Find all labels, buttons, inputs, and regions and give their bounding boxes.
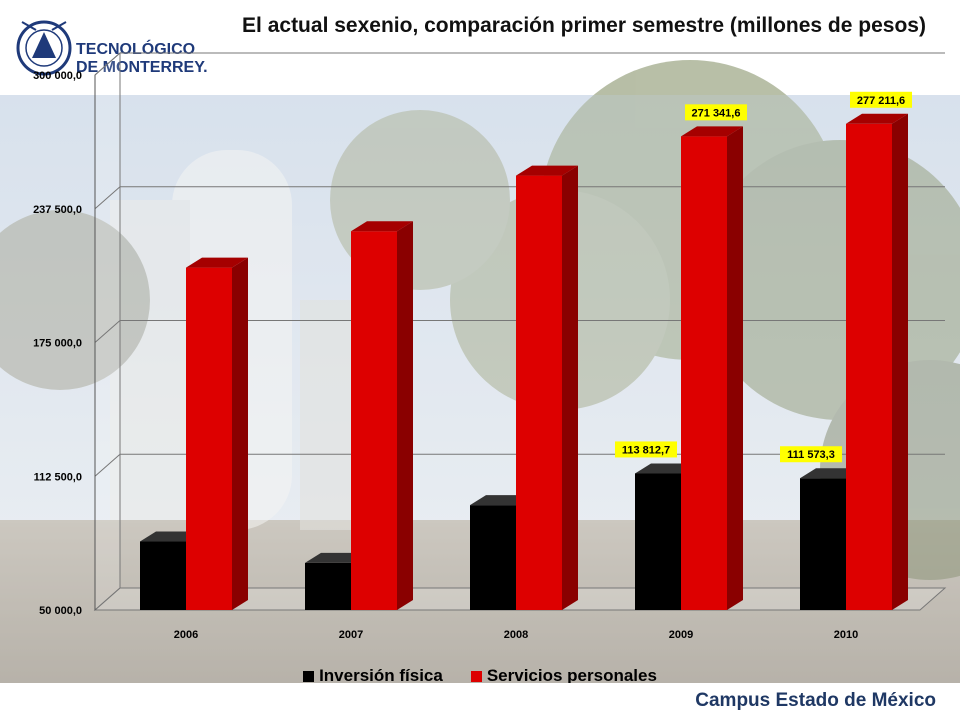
bar-servicios-personales xyxy=(681,136,727,610)
chart-title: El actual sexenio, comparación primer se… xyxy=(242,14,926,37)
gridline-side xyxy=(94,186,121,210)
x-tick-label: 2010 xyxy=(834,629,858,641)
data-label: 113 812,7 xyxy=(622,444,670,456)
bar-side xyxy=(727,126,743,610)
x-tick-label: 2008 xyxy=(504,629,528,641)
campus-name: Campus Estado de México xyxy=(695,690,936,711)
legend-swatch-series1 xyxy=(303,670,315,682)
bar-inversion-fisica xyxy=(800,478,846,610)
legend-swatch-series2 xyxy=(470,670,482,682)
bar-servicios-personales xyxy=(516,175,562,610)
gridline-side xyxy=(94,52,121,76)
data-label: 271 341,6 xyxy=(692,107,741,119)
gridline-side xyxy=(94,320,121,343)
data-label: 111 573,3 xyxy=(787,449,835,461)
bar-servicios-personales xyxy=(186,267,232,610)
bar-side xyxy=(232,257,248,610)
data-label-bg xyxy=(615,441,677,458)
bar-servicios-personales xyxy=(351,231,397,610)
bar-top xyxy=(846,113,908,124)
x-tick-label: 2007 xyxy=(339,629,363,641)
bar-inversion-fisica xyxy=(305,562,351,610)
x-tick-label: 2006 xyxy=(174,629,198,641)
y-tick-label: 175 000,0 xyxy=(33,338,82,350)
y-tick-label: 50 000,0 xyxy=(39,605,82,617)
bar-side xyxy=(562,165,578,610)
x-tick-label: 2009 xyxy=(669,629,693,641)
legend-item-series1: Inversión física xyxy=(303,666,443,686)
bar-top xyxy=(516,165,578,176)
chart-legend: Inversión física Servicios personales xyxy=(0,666,960,686)
bar-side xyxy=(397,221,413,610)
gridline-side xyxy=(94,453,121,477)
bar-top xyxy=(351,221,413,232)
y-tick-label: 112 500,0 xyxy=(34,471,82,483)
bar-top xyxy=(186,257,248,268)
data-label: 277 211,6 xyxy=(857,95,905,107)
bar-top xyxy=(681,126,743,137)
data-label-bg xyxy=(850,91,912,108)
data-label-bg xyxy=(780,446,842,463)
data-label-bg xyxy=(685,104,747,121)
y-tick-label: 237 500,0 xyxy=(33,204,82,216)
y-tick-label: 300 000,0 xyxy=(33,70,82,82)
legend-label-series1: Inversión física xyxy=(319,666,443,685)
footer-band xyxy=(0,683,960,720)
bar-inversion-fisica xyxy=(470,505,516,610)
legend-item-series2: Servicios personales xyxy=(470,666,657,686)
bar-side xyxy=(892,113,908,610)
bar-inversion-fisica xyxy=(635,473,681,610)
bar-servicios-personales xyxy=(846,123,892,610)
legend-label-series2: Servicios personales xyxy=(486,666,657,685)
bar-inversion-fisica xyxy=(140,541,186,610)
tec-seal-icon xyxy=(16,20,72,76)
